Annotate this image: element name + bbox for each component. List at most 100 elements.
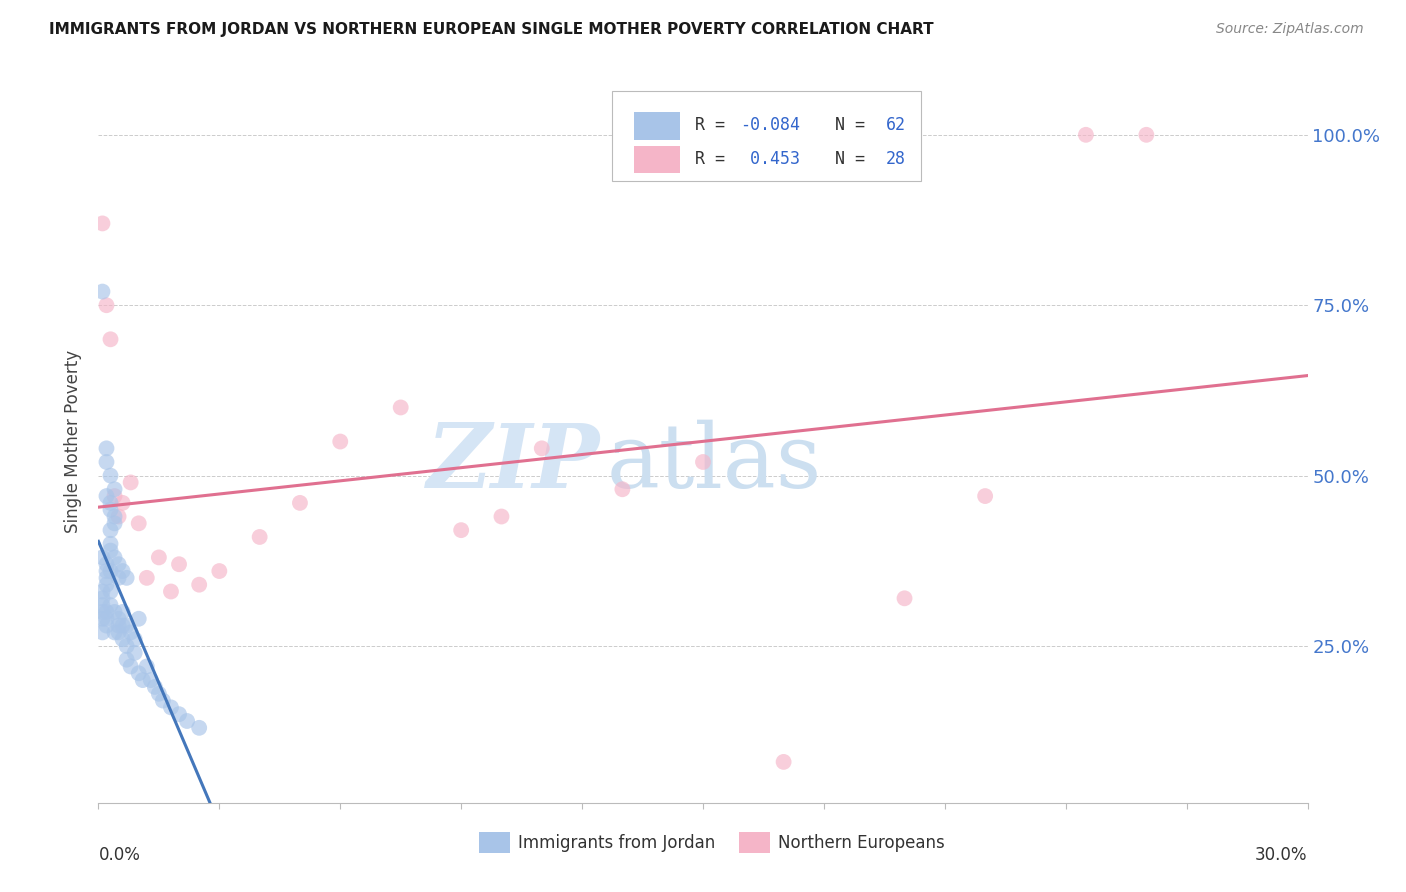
Point [329, 434, 352, 449]
Point [96, 612, 118, 626]
Text: N =: N = [815, 116, 876, 134]
Point [135, 571, 157, 585]
Point [160, 700, 183, 714]
Point [96, 558, 118, 572]
Point [111, 496, 134, 510]
Point [96, 455, 118, 469]
Point [100, 468, 122, 483]
Point [772, 755, 794, 769]
Point [530, 442, 553, 456]
Point [1074, 128, 1097, 142]
Point [111, 618, 134, 632]
Point [100, 564, 122, 578]
Y-axis label: Single Mother Poverty: Single Mother Poverty [65, 350, 83, 533]
Point [96, 618, 118, 632]
Point [120, 659, 142, 673]
FancyBboxPatch shape [613, 91, 921, 181]
Text: Northern Europeans: Northern Europeans [778, 833, 945, 852]
Point [120, 475, 142, 490]
Point [120, 625, 142, 640]
Bar [634, 112, 681, 139]
Point [103, 605, 125, 619]
Point [100, 496, 122, 510]
Point [96, 571, 118, 585]
Text: 62: 62 [886, 116, 905, 134]
Point [100, 332, 122, 346]
Point [612, 482, 634, 496]
Text: -0.084: -0.084 [741, 116, 800, 134]
Point [91, 591, 114, 606]
Text: 30.0%: 30.0% [1256, 847, 1308, 864]
Point [103, 625, 125, 640]
Text: N =: N = [815, 150, 876, 168]
Point [96, 298, 118, 312]
Point [148, 550, 170, 565]
Point [152, 693, 174, 707]
Text: Source: ZipAtlas.com: Source: ZipAtlas.com [1216, 22, 1364, 37]
Point [139, 673, 162, 687]
Text: 0.453: 0.453 [741, 150, 800, 168]
Point [288, 496, 311, 510]
Point [115, 653, 138, 667]
Point [389, 401, 412, 415]
Point [100, 598, 122, 612]
Point [167, 558, 190, 572]
Point [103, 482, 125, 496]
Point [208, 564, 231, 578]
Point [107, 571, 129, 585]
Point [135, 659, 157, 673]
Point [124, 632, 146, 647]
Point [91, 584, 114, 599]
Point [111, 605, 134, 619]
Point [188, 721, 211, 735]
Point [100, 523, 122, 537]
Point [91, 625, 114, 640]
Text: Immigrants from Jordan: Immigrants from Jordan [517, 833, 716, 852]
Point [249, 530, 271, 544]
Point [893, 591, 915, 606]
Point [132, 673, 155, 687]
Point [91, 605, 114, 619]
Point [188, 577, 211, 591]
Point [974, 489, 997, 503]
Point [115, 639, 138, 653]
Bar [479, 831, 509, 854]
Point [91, 285, 114, 299]
Point [100, 584, 122, 599]
Text: 0.0%: 0.0% [98, 847, 141, 864]
Point [115, 571, 138, 585]
Point [100, 543, 122, 558]
Point [1135, 128, 1157, 142]
Point [107, 612, 129, 626]
Text: 28: 28 [886, 150, 905, 168]
Text: R =: R = [695, 116, 734, 134]
Point [160, 584, 183, 599]
Point [128, 612, 150, 626]
Point [111, 564, 134, 578]
Point [115, 618, 138, 632]
Bar [634, 146, 681, 173]
Point [96, 605, 118, 619]
Point [128, 666, 150, 681]
Point [91, 612, 114, 626]
Point [692, 455, 714, 469]
Point [107, 509, 129, 524]
Text: atlas: atlas [606, 419, 821, 507]
Point [103, 516, 125, 531]
Point [107, 618, 129, 632]
Point [100, 502, 122, 516]
Point [96, 442, 118, 456]
Point [91, 216, 114, 230]
Bar [740, 831, 769, 854]
Point [103, 489, 125, 503]
Point [491, 509, 513, 524]
Point [100, 537, 122, 551]
Text: IMMIGRANTS FROM JORDAN VS NORTHERN EUROPEAN SINGLE MOTHER POVERTY CORRELATION CH: IMMIGRANTS FROM JORDAN VS NORTHERN EUROP… [49, 22, 934, 37]
Point [96, 489, 118, 503]
Point [96, 564, 118, 578]
Point [91, 598, 114, 612]
Text: R =: R = [695, 150, 734, 168]
Point [91, 550, 114, 565]
Point [450, 523, 472, 537]
Point [96, 577, 118, 591]
